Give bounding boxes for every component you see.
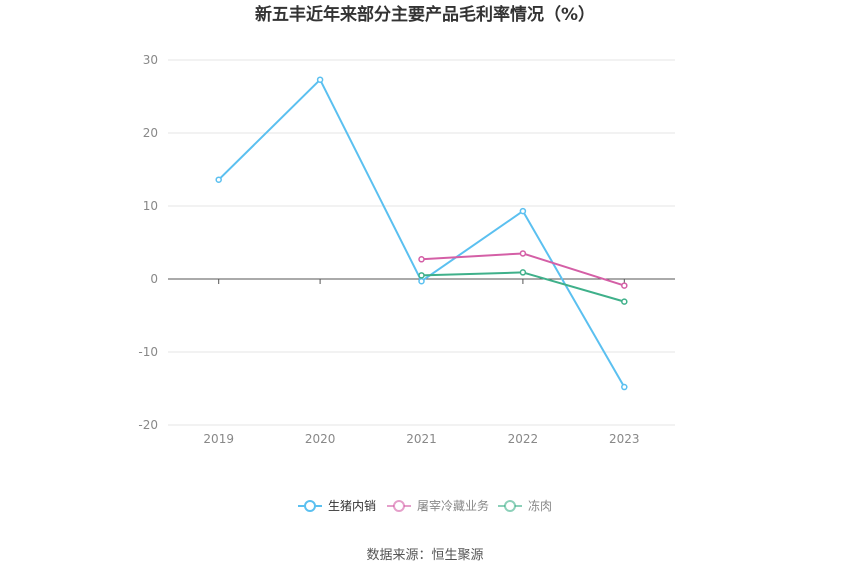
- legend[interactable]: 生猪内销 屠宰冷藏业务 冻肉: [298, 498, 552, 513]
- x-tick-label: 2021: [406, 432, 437, 446]
- x-tick-label: 2023: [609, 432, 640, 446]
- data-point: [418, 256, 425, 263]
- data-point: [519, 269, 527, 276]
- legend-label: 生猪内销: [328, 499, 376, 513]
- series-2: [418, 250, 628, 289]
- data-point: [621, 298, 628, 305]
- y-tick-label: 10: [143, 199, 158, 213]
- legend-item-2[interactable]: 屠宰冷藏业务: [387, 498, 489, 513]
- series-1: [215, 76, 628, 391]
- grid: [168, 59, 675, 426]
- y-tick-label: 30: [143, 53, 158, 67]
- legend-swatch-marker: [504, 500, 516, 512]
- series-group: [215, 76, 628, 391]
- x-tick-label: 2020: [305, 432, 336, 446]
- source-note: 数据来源：恒生聚源: [366, 548, 483, 563]
- y-tick-label: -20: [138, 418, 158, 432]
- y-tick-label: 20: [143, 126, 158, 140]
- legend-label: 屠宰冷藏业务: [417, 498, 489, 513]
- y-tick-label: -10: [138, 345, 158, 359]
- data-point: [519, 207, 527, 215]
- legend-swatch-marker: [304, 500, 316, 512]
- data-point: [621, 383, 628, 391]
- x-tick-label: 2022: [508, 432, 539, 446]
- series-3: [418, 269, 628, 305]
- legend-swatch-marker: [393, 500, 405, 512]
- data-point: [316, 76, 324, 83]
- legend-item-1[interactable]: 生猪内销: [298, 499, 376, 513]
- legend-label: 冻肉: [528, 498, 552, 513]
- axes: 30 20 10 0 -10 -20 2019 2020 2021 2022 2023: [138, 53, 675, 446]
- legend-item-3[interactable]: 冻肉: [498, 498, 552, 513]
- chart-title: 新五丰近年来部分主要产品毛利率情况（%）: [255, 4, 595, 25]
- data-point: [418, 272, 425, 279]
- y-tick-label: 0: [150, 272, 158, 286]
- data-point: [418, 277, 425, 285]
- x-tick-label: 2019: [203, 432, 234, 446]
- series-line: [217, 78, 626, 388]
- data-point: [621, 282, 628, 289]
- data-point: [215, 176, 222, 183]
- data-point: [519, 250, 527, 257]
